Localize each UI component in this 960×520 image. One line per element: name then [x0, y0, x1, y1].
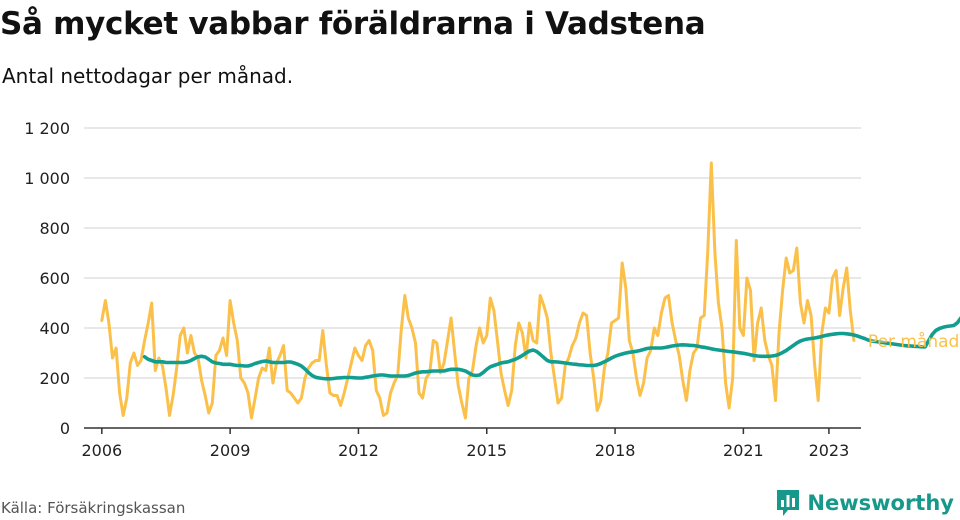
y-tick-label: 800 — [39, 219, 70, 238]
series-end-labels: TrendPer månad — [868, 331, 959, 352]
x-tick-label: 2012 — [338, 441, 379, 460]
brand-name: Newsworthy — [807, 491, 954, 515]
y-tick-label: 1 000 — [24, 169, 70, 188]
chart-title: Så mycket vabbar föräldrarna i Vadstena — [0, 6, 706, 42]
series-label: Per månad — [868, 331, 959, 352]
bar-chart-icon — [777, 490, 800, 516]
y-tick-label: 200 — [39, 369, 70, 388]
trend-line — [142, 316, 960, 381]
monthly-line — [100, 161, 856, 420]
line-chart: 0 200 400 600 800 1 000 1 200 2006 2009 2012 2015… — [24, 119, 960, 460]
y-tick-label: 0 — [60, 419, 70, 438]
y-tick-label: 600 — [39, 269, 70, 288]
y-tick-label: 400 — [39, 319, 70, 338]
x-tick-label: 2009 — [210, 441, 251, 460]
chart-subtitle: Antal nettodagar per månad. — [2, 64, 294, 88]
series-lines — [100, 161, 960, 420]
y-tick-label: 1 200 — [24, 119, 70, 138]
x-tick-label: 2018 — [595, 441, 636, 460]
x-axis: 2006 2009 2012 2015 2018 2021 2023 — [81, 427, 861, 460]
x-tick-label: 2023 — [809, 441, 850, 460]
x-tick-label: 2021 — [723, 441, 764, 460]
x-tick-label: 2006 — [81, 441, 122, 460]
source-note: Källa: Försäkringskassan — [1, 499, 186, 517]
grid-lines — [84, 127, 861, 379]
brand-logo: Newsworthy — [775, 488, 954, 518]
y-axis-labels: 0 200 400 600 800 1 000 1 200 — [24, 119, 70, 438]
x-tick-label: 2015 — [466, 441, 507, 460]
